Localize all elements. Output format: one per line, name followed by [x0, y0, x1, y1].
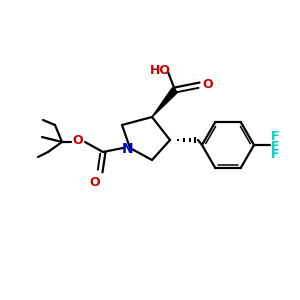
Text: F: F: [271, 148, 280, 161]
Polygon shape: [152, 88, 178, 117]
Text: F: F: [271, 130, 280, 143]
Text: N: N: [122, 142, 134, 156]
Text: O: O: [73, 134, 83, 146]
Text: O: O: [202, 79, 213, 92]
Text: F: F: [271, 140, 280, 152]
Text: HO: HO: [150, 64, 171, 77]
Text: O: O: [90, 176, 100, 188]
